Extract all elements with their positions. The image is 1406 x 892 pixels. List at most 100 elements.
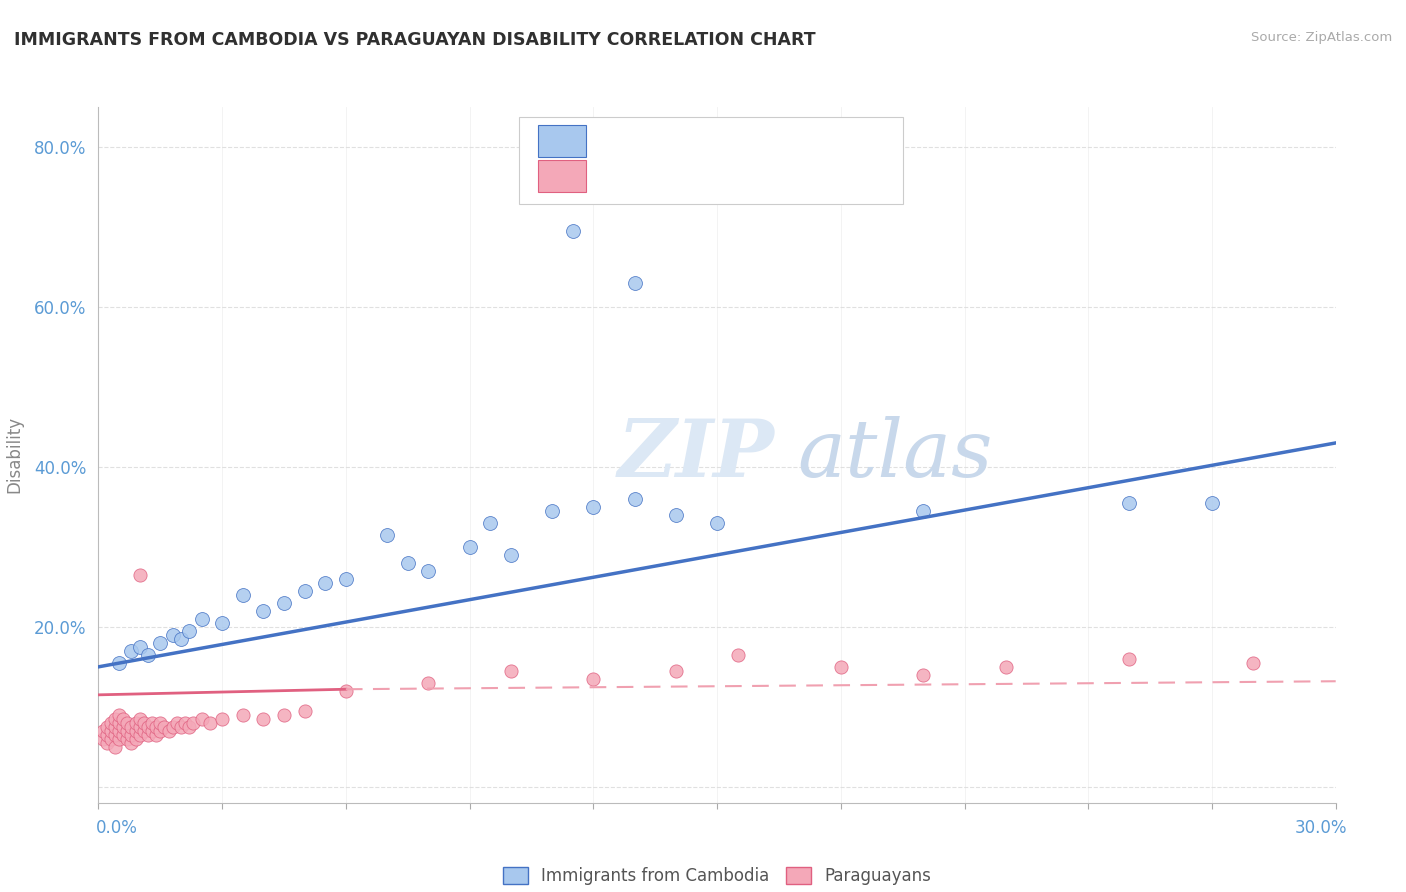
Point (91, 723, 114, 738)
Point (108, 656, 131, 670)
Point (117, 723, 139, 738)
Point (96, 736, 118, 750)
Text: 0.0%: 0.0% (96, 819, 138, 837)
Text: atlas: atlas (797, 417, 993, 493)
Point (294, 583, 316, 598)
Text: 0.054: 0.054 (643, 167, 700, 185)
Point (252, 604, 274, 618)
Point (124, 715, 146, 730)
Point (582, 672, 605, 686)
Text: N =: N = (723, 132, 763, 150)
Point (100, 723, 122, 738)
Point (108, 715, 131, 730)
Y-axis label: Disability: Disability (6, 417, 22, 493)
Point (623, 276, 645, 290)
Point (665, 664, 688, 678)
Point (136, 720, 159, 734)
Point (912, 504, 935, 518)
Point (132, 715, 155, 730)
Point (830, 660, 852, 674)
Point (166, 715, 188, 730)
Point (104, 712, 127, 726)
Legend: Immigrants from Cambodia, Paraguayans: Immigrants from Cambodia, Paraguayans (503, 867, 931, 885)
Point (179, 720, 201, 734)
Point (273, 707, 295, 722)
Point (479, 516, 502, 530)
Point (198, 715, 221, 730)
Point (141, 715, 163, 730)
Point (294, 704, 316, 718)
Point (190, 612, 212, 626)
Point (120, 644, 142, 658)
Point (117, 715, 139, 730)
Point (149, 715, 172, 730)
Point (120, 720, 142, 734)
Point (190, 712, 212, 726)
Point (1241, 656, 1264, 670)
Text: 29: 29 (768, 132, 793, 150)
Text: R =: R = (599, 132, 638, 150)
Point (104, 728, 127, 742)
Point (418, 676, 440, 690)
Point (375, 528, 398, 542)
Point (112, 712, 135, 726)
Point (418, 564, 440, 578)
Text: 67: 67 (768, 167, 793, 185)
Point (108, 707, 131, 722)
Point (211, 712, 233, 726)
Point (149, 723, 172, 738)
Point (335, 683, 357, 698)
Point (912, 668, 935, 682)
Point (174, 715, 197, 730)
Point (170, 720, 193, 734)
Point (211, 615, 233, 630)
Point (232, 707, 254, 722)
Point (91, 731, 114, 746)
Point (162, 720, 184, 734)
Point (124, 723, 146, 738)
Point (96, 720, 118, 734)
Point (108, 723, 131, 738)
Point (314, 575, 336, 590)
Point (136, 728, 159, 742)
Point (104, 739, 127, 754)
Point (232, 588, 254, 602)
Point (128, 720, 150, 734)
Point (252, 712, 274, 726)
Point (335, 572, 357, 586)
Point (120, 728, 142, 742)
Point (1118, 496, 1140, 510)
FancyBboxPatch shape (537, 125, 586, 157)
Point (273, 596, 295, 610)
Text: 30.0%: 30.0% (1295, 819, 1347, 837)
Point (623, 491, 645, 506)
Point (1118, 652, 1140, 666)
Point (128, 567, 150, 582)
FancyBboxPatch shape (519, 118, 903, 204)
Text: R =: R = (599, 167, 638, 185)
Point (124, 731, 146, 746)
Point (128, 712, 150, 726)
Point (994, 660, 1017, 674)
Point (128, 640, 150, 654)
Point (396, 556, 419, 570)
Point (1201, 496, 1223, 510)
Point (561, 224, 583, 238)
Point (153, 720, 176, 734)
Point (157, 723, 180, 738)
Point (170, 632, 193, 646)
Point (458, 540, 481, 554)
Point (706, 516, 728, 530)
Point (136, 648, 159, 662)
Point (665, 508, 688, 522)
Point (108, 731, 131, 746)
Point (145, 720, 167, 734)
Point (100, 715, 122, 730)
Text: N =: N = (723, 167, 763, 185)
Point (104, 720, 127, 734)
Point (582, 500, 605, 514)
Point (112, 720, 135, 734)
Point (112, 728, 135, 742)
Point (179, 624, 201, 638)
Point (499, 664, 522, 678)
